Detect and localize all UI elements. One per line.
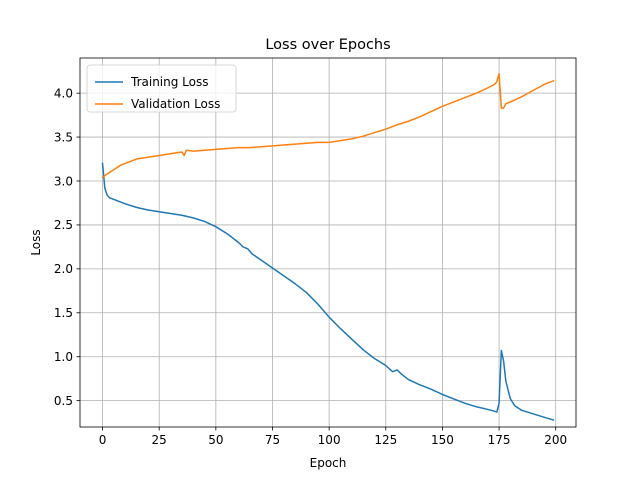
x-tick-label: 25 [152,433,167,447]
x-tick-label: 100 [318,433,341,447]
grid [80,58,576,427]
y-tick-label: 3.0 [54,174,73,188]
plot-frame [79,57,577,428]
x-tick-label: 0 [99,433,107,447]
series-line-1 [101,73,555,179]
y-tick-label: 0.5 [54,394,73,408]
x-tick-label: 50 [208,433,223,447]
y-axis-label: Loss [29,229,43,255]
y-axis-ticks: 0.5 1.0 1.5 2.0 2.5 3.0 3.5 4.0 [54,86,80,408]
chart-title: Loss over Epochs [265,37,390,53]
y-tick-label: 1.5 [54,306,73,320]
x-axis-label: Epoch [310,456,347,470]
legend-box [86,64,237,113]
y-tick-label: 4.0 [54,86,73,100]
x-tick-label: 150 [431,433,454,447]
legend-label-1: Validation Loss [131,97,220,111]
x-tick-label: 200 [544,433,567,447]
plot-area [80,58,576,427]
legend: Training Loss Validation Loss [86,64,237,113]
y-tick-label: 1.0 [54,350,73,364]
x-tick-label: 75 [265,433,280,447]
legend-label-0: Training Loss [130,75,208,89]
x-axis-ticks: 0 25 50 75 100 125 150 175 200 [99,427,567,447]
y-tick-label: 3.5 [54,130,73,144]
y-tick-label: 2.0 [54,262,73,276]
series-lines [101,73,555,421]
x-tick-label: 175 [488,433,511,447]
y-tick-label: 2.5 [54,218,73,232]
series-line-0 [101,162,555,421]
x-tick-label: 125 [374,433,397,447]
